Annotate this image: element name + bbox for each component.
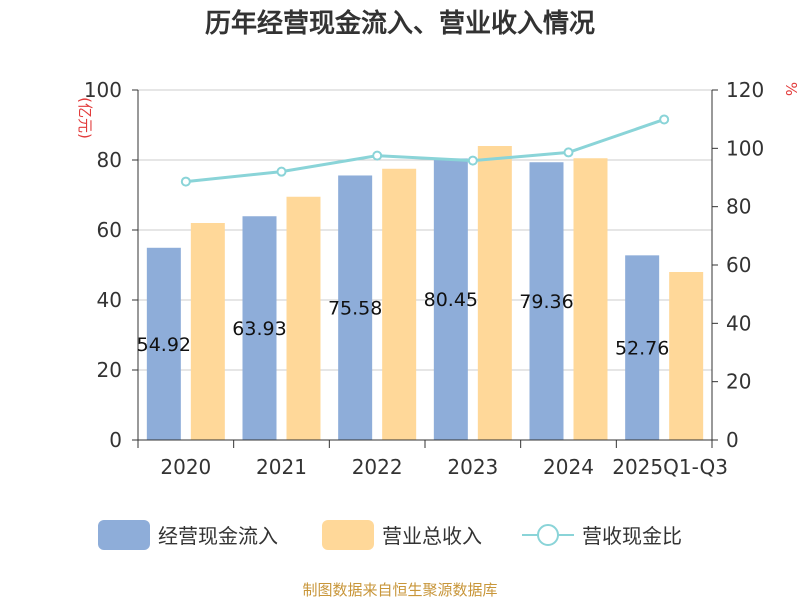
x-axis-tick-label: 2025Q1-Q3 bbox=[612, 455, 728, 479]
left-axis-tick-label: 20 bbox=[97, 358, 122, 382]
data-labels: 54.92 63.93 75.58 80.45 79.36 52.76 bbox=[137, 289, 670, 359]
legend-label-revenue: 营业总收入 bbox=[382, 524, 482, 548]
x-axis-tick-label: 2021 bbox=[256, 455, 307, 479]
ratio-point bbox=[180, 176, 191, 187]
bar-cash-inflow bbox=[529, 162, 564, 441]
legend-swatch-revenue bbox=[322, 520, 374, 550]
bar-cash-inflow bbox=[433, 158, 468, 441]
data-label-cash-inflow: 79.36 bbox=[519, 291, 573, 313]
bar-revenue bbox=[286, 196, 321, 440]
left-axis-tick-label: 100 bbox=[84, 78, 122, 102]
left-axis-tick-label: 60 bbox=[97, 218, 122, 242]
x-axis-tick-label: 2023 bbox=[447, 455, 498, 479]
right-axis-tick-label: 80 bbox=[726, 195, 751, 219]
bar-revenue bbox=[382, 168, 417, 440]
right-axis-tick-label: 120 bbox=[726, 78, 764, 102]
left-axis-tick-label: 80 bbox=[97, 148, 122, 172]
bar-cash-inflow bbox=[242, 216, 277, 440]
legend-label-ratio: 营收现金比 bbox=[582, 524, 682, 548]
ratio-point bbox=[563, 147, 574, 158]
x-axis-tick-label: 2022 bbox=[352, 455, 403, 479]
legend-marker-ratio bbox=[537, 524, 559, 546]
source-note: 制图数据来自恒生聚源数据库 bbox=[302, 581, 497, 599]
bars bbox=[146, 146, 704, 441]
data-label-cash-inflow: 54.92 bbox=[137, 334, 191, 356]
bar-cash-inflow bbox=[146, 247, 181, 440]
data-label-cash-inflow: 75.58 bbox=[328, 298, 382, 320]
legend: 经营现金流入 营业总收入 营收现金比 bbox=[98, 520, 682, 550]
ratio-line-path bbox=[185, 118, 665, 184]
legend-swatch-cash-inflow bbox=[98, 520, 150, 550]
right-axis-tick-label: 40 bbox=[726, 311, 751, 335]
bar-revenue bbox=[477, 146, 512, 440]
gridlines bbox=[138, 89, 712, 371]
x-axis-tick-label: 2024 bbox=[543, 455, 594, 479]
right-axis-tick-label: 60 bbox=[726, 253, 751, 277]
ratio-line bbox=[180, 114, 670, 187]
right-axis-tick-label: 0 bbox=[726, 428, 739, 452]
data-label-cash-inflow: 80.45 bbox=[424, 289, 478, 311]
ratio-point bbox=[276, 166, 287, 177]
left-axis-tick-label: 0 bbox=[109, 428, 122, 452]
right-axis-tick-label: 100 bbox=[726, 136, 764, 160]
chart-title: 历年经营现金流入、营业收入情况 bbox=[205, 8, 595, 39]
x-axis-tick-label: 2020 bbox=[160, 455, 211, 479]
bar-cash-inflow bbox=[625, 255, 660, 440]
data-label-cash-inflow: 52.76 bbox=[615, 338, 669, 360]
ratio-point bbox=[372, 150, 383, 161]
ratio-point bbox=[467, 155, 478, 166]
right-axis-tick-label: 20 bbox=[726, 370, 751, 394]
left-axis-tick-label: 40 bbox=[97, 288, 122, 312]
bar-revenue bbox=[573, 158, 608, 440]
axes: 0 20 40 60 80 100 0 20 40 60 80 100 120 2020 2021 2022 2… bbox=[84, 78, 764, 479]
bar-revenue bbox=[190, 223, 225, 440]
bar-revenue bbox=[669, 272, 704, 440]
data-label-cash-inflow: 63.93 bbox=[232, 318, 286, 340]
ratio-point bbox=[659, 114, 670, 125]
right-axis-unit: % bbox=[782, 82, 800, 96]
bar-cash-inflow bbox=[338, 175, 373, 440]
left-axis-unit: (亿元) bbox=[76, 97, 94, 139]
legend-label-cash-inflow: 经营现金流入 bbox=[158, 524, 278, 548]
